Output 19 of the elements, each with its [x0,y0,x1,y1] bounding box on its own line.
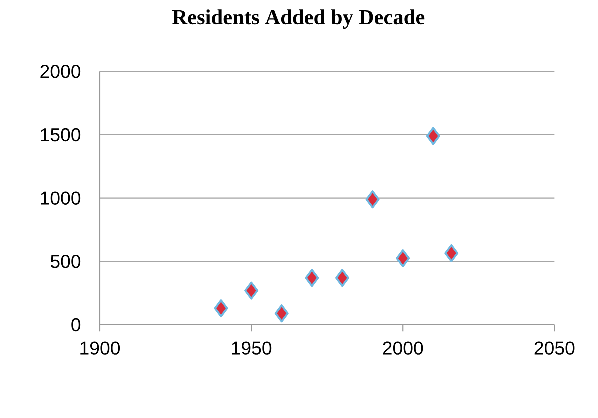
x-tick-label: 1900 [80,342,120,355]
y-tick-label: 2000 [40,65,81,78]
y-tick-label: 500 [50,255,81,268]
point [426,127,440,146]
point [244,282,259,300]
y-tick-label: 0 [72,318,81,332]
x-tick-label: 2050 [534,342,575,355]
point [396,249,410,268]
y-tick-label: 1000 [41,192,81,205]
x-tick-label: 1950 [232,342,272,355]
x-tick-label: 2000 [383,342,424,355]
y-tick-label: 1500 [41,128,81,142]
point [274,304,289,323]
point [305,269,320,288]
point [366,190,380,209]
point [444,244,459,262]
point [335,269,350,288]
chart-title: Residents Added by Decade [172,10,425,30]
point [214,300,228,318]
